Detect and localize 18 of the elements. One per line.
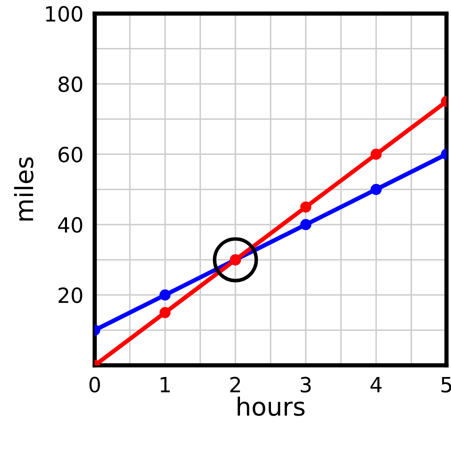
y-tick-label: 80 xyxy=(58,76,82,92)
point xyxy=(160,289,171,301)
point xyxy=(160,306,171,318)
y-tick-label: 60 xyxy=(58,146,82,162)
y-tick-label: 100 xyxy=(46,6,82,22)
x-tick-label: 2 xyxy=(230,376,240,392)
point xyxy=(300,219,312,230)
y-tick-label: 40 xyxy=(58,217,82,233)
x-tick-label: 1 xyxy=(160,377,170,392)
y-tick-label: 20 xyxy=(58,287,82,304)
x-tick-label: 5 xyxy=(441,377,451,393)
x-axis-title: hours xyxy=(238,396,305,416)
point xyxy=(212,237,258,282)
x-tick-label: 4 xyxy=(370,377,382,392)
x-tick-label: 0 xyxy=(89,376,100,393)
x-tick-label: 3 xyxy=(300,376,311,393)
y-axis-title: miles xyxy=(14,157,34,220)
point xyxy=(300,201,312,213)
